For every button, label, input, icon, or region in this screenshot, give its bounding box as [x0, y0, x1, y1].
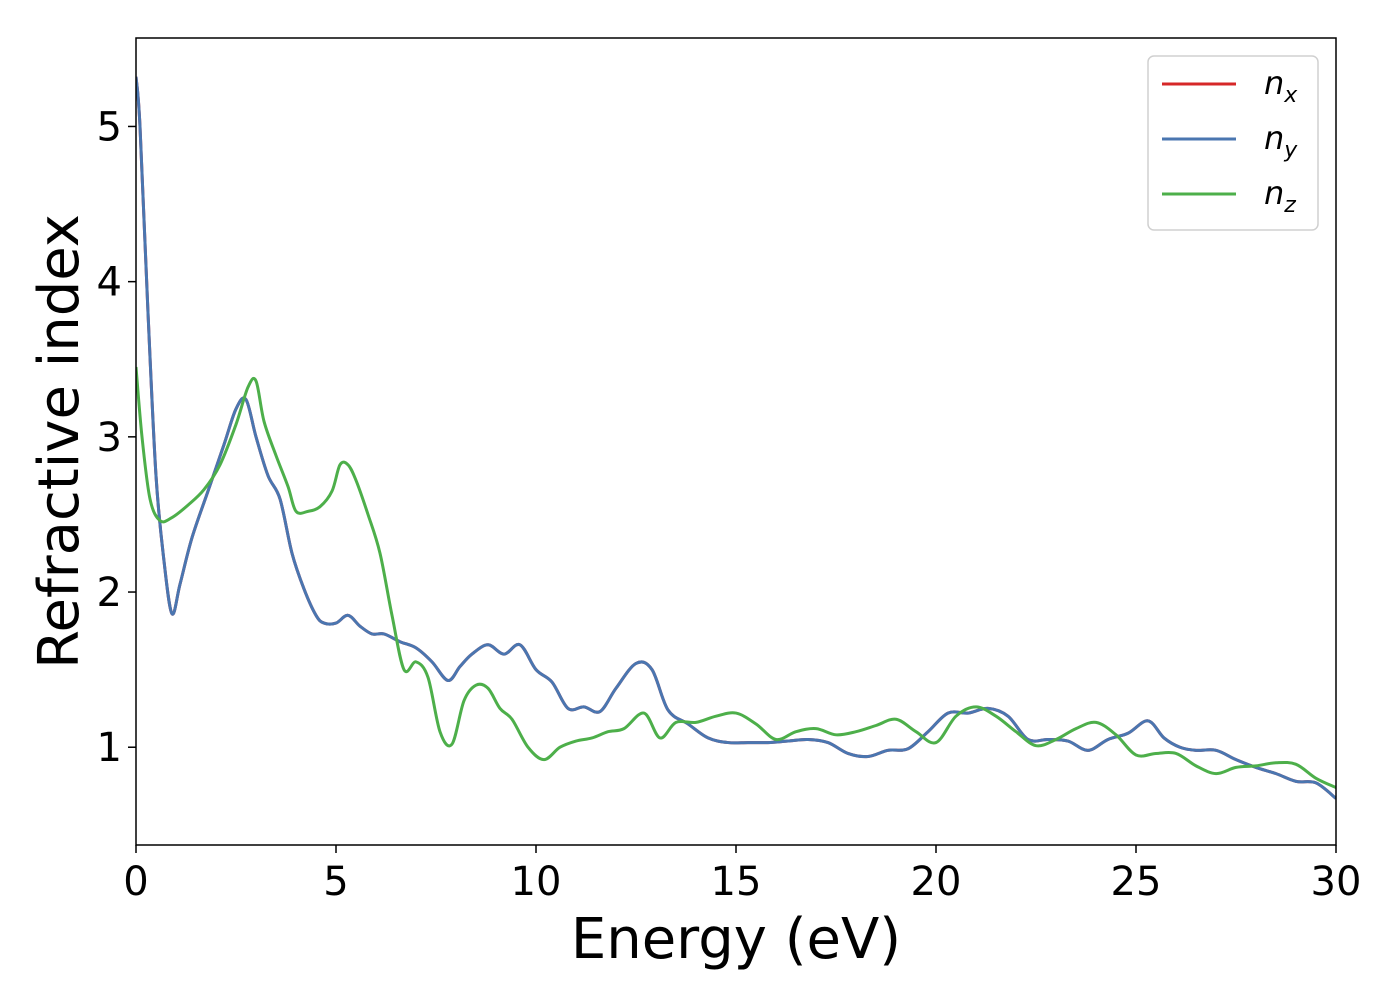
x-tick-label: 5 — [323, 859, 348, 905]
series-layer — [136, 76, 1336, 800]
legend-label-x: nx — [1264, 64, 1298, 108]
x-tick-label: 0 — [123, 859, 148, 905]
legend-label-y: ny — [1264, 119, 1298, 163]
x-tick-label: 30 — [1311, 859, 1362, 905]
x-axis-label: Energy (eV) — [571, 907, 901, 972]
series-line-y — [136, 76, 1336, 800]
legend-box — [1147, 55, 1319, 231]
y-tick-label: 3 — [97, 415, 122, 461]
legend: nx ny nz — [1147, 55, 1319, 231]
x-tick-label: 10 — [511, 859, 562, 905]
y-tick-label: 2 — [97, 570, 122, 616]
y-tick-label: 4 — [97, 260, 122, 306]
series-line-z — [136, 366, 1336, 789]
y-axis-ticks: 1 2 3 4 5 — [97, 104, 136, 771]
x-axis-ticks: 0 5 10 15 20 25 30 — [123, 845, 1361, 905]
y-axis-label: Refractive index — [27, 214, 92, 669]
y-tick-label: 5 — [97, 104, 122, 150]
x-tick-label: 25 — [1111, 859, 1162, 905]
y-tick-label: 1 — [97, 725, 122, 771]
x-tick-label: 20 — [911, 859, 962, 905]
legend-label-z: nz — [1264, 174, 1296, 218]
x-tick-label: 15 — [711, 859, 762, 905]
